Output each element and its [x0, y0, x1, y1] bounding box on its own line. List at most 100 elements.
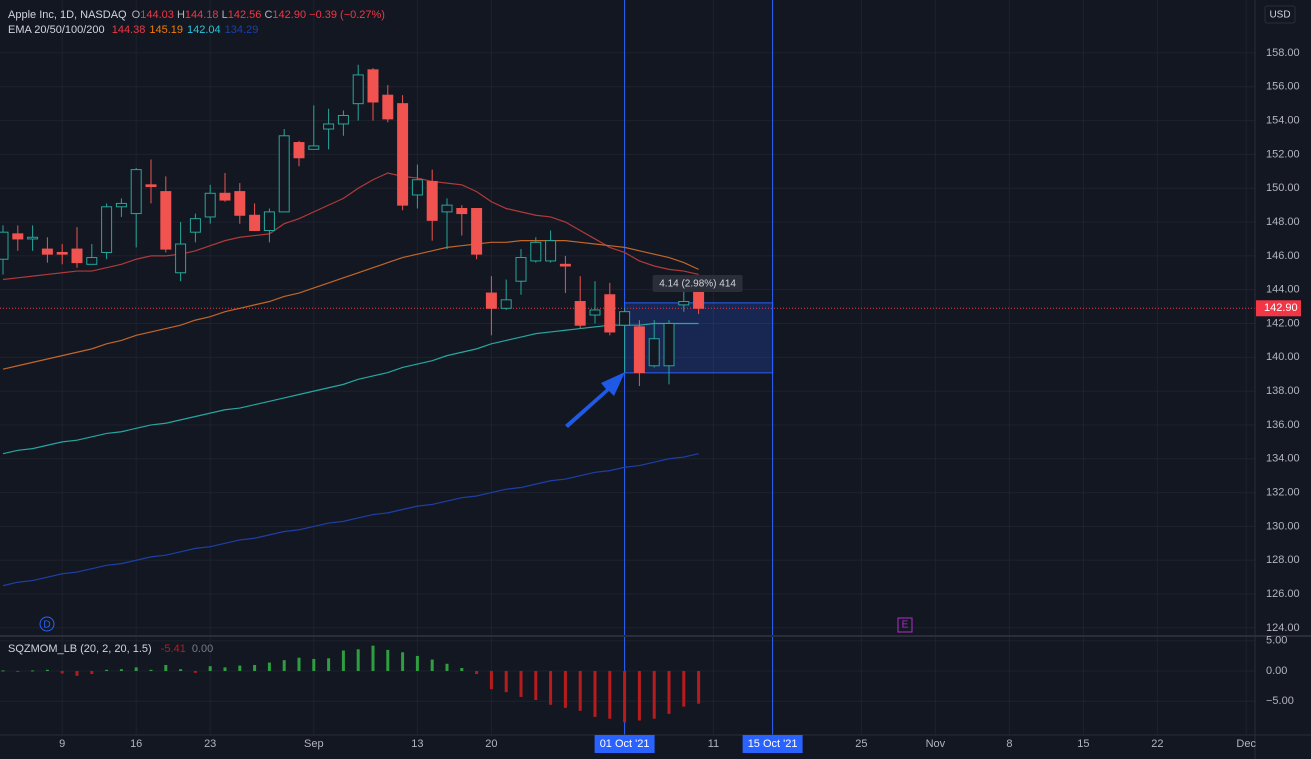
last-price-label: 142.90 — [1264, 302, 1298, 314]
y-tick-label: 150.00 — [1266, 182, 1300, 194]
y-tick-label: 138.00 — [1266, 385, 1300, 397]
candle-body — [441, 204, 453, 213]
x-tick-label: 15 — [1077, 738, 1089, 750]
y-tick-label: 142.00 — [1266, 317, 1300, 329]
ohlc-value: 144.18 — [185, 9, 219, 21]
x-tick-label: Dec — [1236, 738, 1256, 750]
x-tick-label: Sep — [304, 738, 324, 750]
indicator-bar — [179, 669, 183, 672]
candle-body — [545, 240, 557, 262]
indicator-bar — [401, 652, 405, 672]
indicator-bar — [623, 671, 627, 723]
indicator-bar — [238, 665, 242, 672]
candle-body — [234, 191, 246, 216]
indicator-bar — [60, 671, 64, 674]
ema-value: 145.19 — [149, 24, 183, 36]
indicator-bar — [489, 671, 493, 690]
indicator-bar — [652, 671, 656, 719]
candle-body — [485, 292, 497, 309]
y-tick-label: 134.00 — [1266, 453, 1300, 465]
arrow — [565, 372, 625, 428]
dividend-label: D — [43, 620, 50, 631]
ema-value: 134.29 — [225, 24, 259, 36]
candle-body — [0, 231, 9, 260]
indicator-tick-label: 0.00 — [1266, 665, 1287, 677]
y-tick-label: 148.00 — [1266, 216, 1300, 228]
y-tick-label: 128.00 — [1266, 554, 1300, 566]
y-tick-label: 158.00 — [1266, 47, 1300, 59]
ema-value: 144.38 — [112, 24, 146, 36]
y-tick-label: 130.00 — [1266, 520, 1300, 532]
candle-body — [189, 218, 201, 233]
candle-body — [337, 114, 349, 125]
symbol: Apple Inc, 1D, NASDAQ — [8, 9, 127, 21]
candle-body — [678, 301, 690, 306]
candle-body — [278, 135, 290, 213]
candle-body — [71, 248, 83, 264]
indicator-bar — [519, 671, 523, 697]
indicator-bar — [134, 667, 138, 672]
x-tick-label: 01 Oct '21 — [600, 738, 650, 750]
currency: USD — [1269, 10, 1290, 21]
candle-body — [367, 69, 379, 103]
measure-label: 4.14 (2.98%) 414 — [659, 279, 736, 290]
indicator-legend: SQZMOM_LB (20, 2, 20, 1.5) -5.41 0.00 — [8, 643, 213, 655]
indicator-value: -5.41 — [161, 643, 186, 655]
ema-label: EMA 20/50/100/200 — [8, 24, 105, 36]
ohlc-label: O — [132, 9, 141, 21]
candle-body — [693, 288, 705, 309]
indicator-bar — [563, 671, 567, 708]
indicator-bar — [282, 660, 286, 672]
candle-body — [263, 211, 275, 231]
indicator-tick-label: −5.00 — [1266, 695, 1294, 707]
ohlc-label: L — [222, 9, 228, 21]
measure-label-box — [652, 275, 743, 292]
indicator-bar — [504, 671, 508, 693]
candle-body — [56, 251, 68, 255]
indicator-bar — [682, 671, 686, 707]
ema-line — [2, 322, 699, 455]
x-tick-label: Nov — [926, 738, 946, 750]
indicator-bar — [475, 671, 479, 675]
indicator-bar — [193, 671, 197, 673]
candle-body — [633, 326, 645, 374]
candle-body — [559, 263, 571, 267]
header-line: Apple Inc, 1D, NASDAQ O144.03 H144.18 L1… — [8, 9, 385, 21]
x-tick-label: 16 — [130, 738, 142, 750]
candle-body — [219, 192, 231, 201]
x-tick-label: 15 Oct '21 — [748, 738, 798, 750]
candle-body — [411, 179, 423, 196]
candle-body — [426, 180, 438, 221]
y-tick-label: 154.00 — [1266, 114, 1300, 126]
candle-body — [323, 123, 335, 130]
earnings-label: E — [902, 620, 909, 631]
y-tick-label: 124.00 — [1266, 622, 1300, 634]
indicator-bar — [90, 671, 94, 675]
candle-body — [27, 236, 39, 240]
last-price-tag — [1256, 300, 1301, 317]
candle-body — [500, 299, 512, 309]
plot — [0, 0, 1255, 735]
x-tick-label: 25 — [855, 738, 867, 750]
x-tick-label: 13 — [411, 738, 423, 750]
indicator-bar — [415, 655, 419, 672]
indicator-bar — [667, 671, 671, 714]
indicator-bar — [445, 663, 449, 672]
ema-value: 142.04 — [187, 24, 221, 36]
x-tick-label: 9 — [59, 738, 65, 750]
candle-body — [663, 322, 675, 367]
candle-body — [115, 202, 127, 208]
x-tick-label: 23 — [204, 738, 216, 750]
indicator-bar — [430, 659, 434, 672]
ohlc-value: 142.90 — [272, 9, 306, 21]
indicator-bar — [31, 670, 35, 672]
candle-body — [12, 233, 24, 240]
indicator-bar — [697, 671, 701, 704]
y-tick-label: 144.00 — [1266, 284, 1300, 296]
y-tick-label: 136.00 — [1266, 419, 1300, 431]
candle-body — [382, 94, 394, 120]
indicator-bar — [386, 649, 390, 672]
indicator-bar — [297, 657, 301, 672]
